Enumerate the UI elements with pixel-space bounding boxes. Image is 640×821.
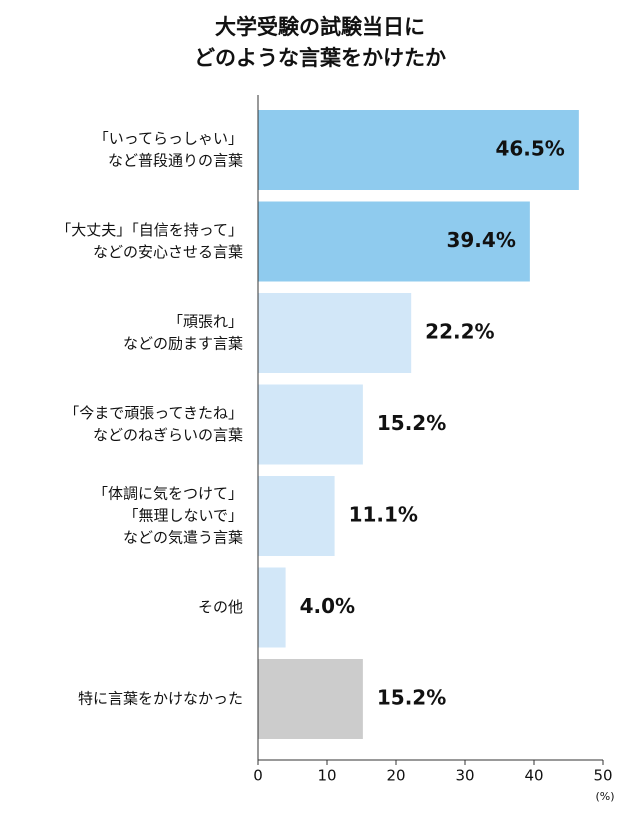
value-label: 11.1% [349, 503, 418, 527]
bar [258, 659, 363, 739]
value-label: 39.4% [446, 228, 515, 252]
category-label: などの安心させる言葉 [93, 243, 243, 261]
category-label: などの気遣う言葉 [123, 529, 243, 547]
category-label: 「体調に気をつけて」 [93, 485, 243, 503]
x-tick-label: 50 [593, 767, 612, 785]
chart-title: どのような言葉をかけたか [194, 46, 446, 70]
bar [258, 201, 530, 282]
category-label: 「今まで頑張ってきたね」 [64, 404, 243, 422]
x-axis-unit: (%) [595, 790, 614, 803]
value-label: 22.2% [425, 320, 494, 344]
category-label: 特に言葉をかけなかった [78, 690, 243, 708]
bar [258, 567, 286, 648]
bar [258, 293, 412, 373]
bar [258, 476, 335, 556]
category-label: 「無理しないで」 [123, 507, 243, 525]
value-label: 4.0% [300, 594, 355, 618]
value-label: 46.5% [495, 137, 564, 161]
category-label: などのねぎらいの言葉 [93, 426, 243, 444]
x-tick-label: 10 [317, 767, 336, 785]
bar [258, 110, 579, 190]
category-label: 「いってらっしゃい」 [94, 130, 243, 148]
value-label: 15.2% [377, 686, 446, 710]
category-label: その他 [198, 598, 243, 616]
category-label: 「頑張れ」 [168, 313, 243, 331]
bar [258, 384, 363, 465]
category-label: 「大丈夫」「自信を持って」 [56, 221, 243, 239]
x-tick-label: 0 [253, 767, 263, 785]
category-label: などの励ます言葉 [123, 335, 243, 353]
x-tick-label: 40 [524, 767, 543, 785]
category-label: など普段通りの言葉 [108, 152, 243, 170]
x-tick-label: 30 [455, 767, 474, 785]
chart-title: 大学受験の試験当日に [215, 15, 425, 39]
x-tick-label: 20 [386, 767, 405, 785]
value-label: 15.2% [377, 411, 446, 435]
